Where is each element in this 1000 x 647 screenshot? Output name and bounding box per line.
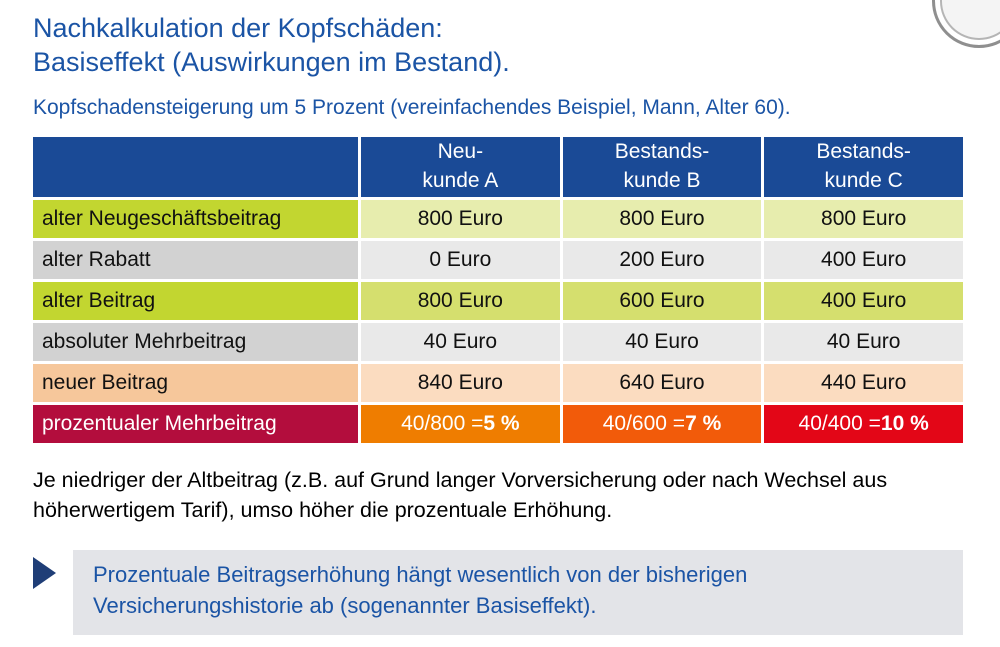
table-cell: 800 Euro bbox=[562, 199, 762, 238]
callout-box: Prozentuale Beitragserhöhung hängt wesen… bbox=[73, 549, 963, 636]
result-formula: 40/600 = bbox=[602, 411, 686, 435]
table-corner-cell bbox=[33, 136, 358, 197]
result-formula: 40/400 = bbox=[798, 411, 881, 435]
table-cell: 840 Euro bbox=[361, 363, 560, 402]
result-percent: 5 % bbox=[483, 411, 520, 435]
row-label: alter Rabatt bbox=[33, 240, 358, 279]
table-cell: 0 Euro bbox=[361, 240, 560, 279]
column-header-neukunde-a: Neu- kunde A bbox=[361, 136, 560, 197]
calculation-table: Neu- kunde A Bestands- kunde B Bestands-… bbox=[33, 136, 963, 443]
page-title: Nachkalkulation der Kopfschäden: Basisef… bbox=[33, 12, 963, 80]
result-cell-b: 40/600 = 7 % bbox=[562, 404, 762, 443]
arrow-bullet-icon bbox=[33, 556, 56, 589]
row-label: prozentualer Mehrbeitrag bbox=[33, 404, 358, 443]
table-cell: 40 Euro bbox=[562, 322, 762, 361]
result-cell-a: 40/800 = 5 % bbox=[361, 404, 560, 443]
table-cell: 600 Euro bbox=[562, 281, 762, 320]
table-cell: 440 Euro bbox=[764, 363, 963, 402]
result-percent: 10 % bbox=[880, 411, 929, 435]
result-percent: 7 % bbox=[685, 411, 722, 435]
callout-row: Prozentuale Beitragserhöhung hängt wesen… bbox=[33, 549, 963, 636]
row-label: neuer Beitrag bbox=[33, 363, 358, 402]
table-cell: 400 Euro bbox=[764, 281, 963, 320]
result-formula: 40/800 = bbox=[401, 411, 484, 435]
subtitle: Kopfschadensteigerung um 5 Prozent (vere… bbox=[33, 95, 791, 119]
table-cell: 800 Euro bbox=[361, 199, 560, 238]
table-cell: 400 Euro bbox=[764, 240, 963, 279]
row-label: absoluter Mehrbeitrag bbox=[33, 322, 358, 361]
table-cell: 800 Euro bbox=[764, 199, 963, 238]
table-cell: 200 Euro bbox=[562, 240, 762, 279]
column-header-bestandskunde-c: Bestands- kunde C bbox=[764, 136, 963, 197]
table-cell: 640 Euro bbox=[562, 363, 762, 402]
result-cell-c: 40/400 = 10 % bbox=[764, 404, 963, 443]
page-title-line2: Basiseffekt (Auswirkungen im Bestand). bbox=[33, 46, 510, 77]
row-label: alter Neugeschäftsbeitrag bbox=[33, 199, 358, 238]
explanation-text: Je niedriger der Altbeitrag (z.B. auf Gr… bbox=[33, 467, 888, 523]
table-cell: 800 Euro bbox=[361, 281, 560, 320]
column-header-bestandskunde-b: Bestands- kunde B bbox=[562, 136, 762, 197]
page-title-line1: Nachkalkulation der Kopfschäden: bbox=[33, 13, 443, 43]
row-label: alter Beitrag bbox=[33, 281, 358, 320]
table-cell: 40 Euro bbox=[764, 322, 963, 361]
table-cell: 40 Euro bbox=[361, 322, 560, 361]
